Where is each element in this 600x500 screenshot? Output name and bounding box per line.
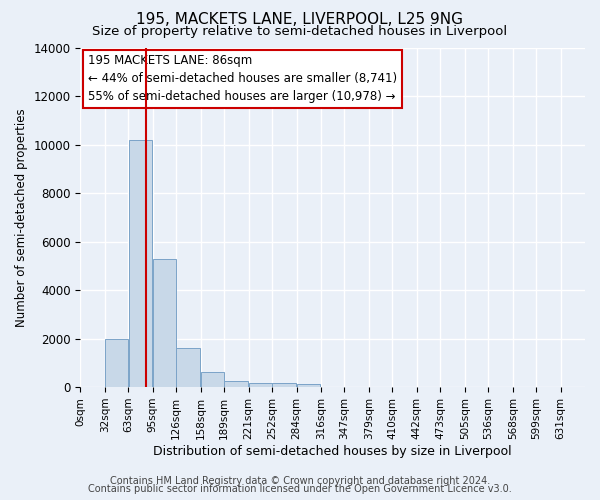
Text: Contains HM Land Registry data © Crown copyright and database right 2024.: Contains HM Land Registry data © Crown c… [110, 476, 490, 486]
Bar [297, 384, 320, 387]
Y-axis label: Number of semi-detached properties: Number of semi-detached properties [15, 108, 28, 326]
Text: Size of property relative to semi-detached houses in Liverpool: Size of property relative to semi-detach… [92, 25, 508, 38]
Text: Contains public sector information licensed under the Open Government Licence v3: Contains public sector information licen… [88, 484, 512, 494]
Bar [272, 384, 296, 387]
Bar [128, 140, 152, 387]
Bar [201, 372, 224, 387]
Text: 195, MACKETS LANE, LIVERPOOL, L25 9NG: 195, MACKETS LANE, LIVERPOOL, L25 9NG [137, 12, 464, 28]
Bar [176, 348, 200, 387]
Text: 195 MACKETS LANE: 86sqm
← 44% of semi-detached houses are smaller (8,741)
55% of: 195 MACKETS LANE: 86sqm ← 44% of semi-de… [88, 54, 397, 104]
Bar [224, 380, 248, 387]
X-axis label: Distribution of semi-detached houses by size in Liverpool: Distribution of semi-detached houses by … [154, 444, 512, 458]
Bar [105, 338, 128, 387]
Bar [249, 382, 272, 387]
Bar [153, 258, 176, 387]
